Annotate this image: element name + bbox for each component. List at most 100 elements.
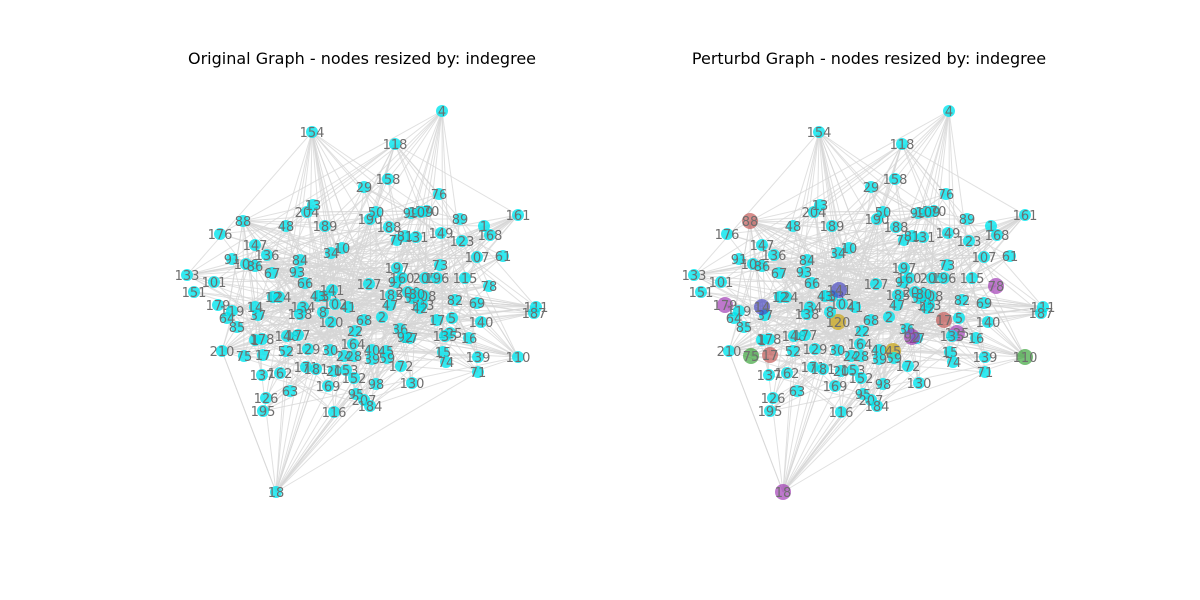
node-label: 59 <box>886 352 903 367</box>
node-label: 140 <box>469 316 494 331</box>
graph-node <box>325 247 337 259</box>
graph-node <box>831 282 847 298</box>
graph-node <box>399 230 411 242</box>
graph-node <box>892 289 904 301</box>
graph-node <box>906 230 918 242</box>
graph-edge <box>394 143 519 216</box>
node-label: 89 <box>452 213 469 228</box>
node-label: 189 <box>820 220 845 235</box>
graph-node <box>898 262 910 274</box>
node-label: 34 <box>323 247 340 262</box>
graph-edge <box>242 220 245 357</box>
graph-edge <box>221 350 277 493</box>
node-label: 137 <box>250 369 275 384</box>
graph-node <box>830 314 846 330</box>
graph-node <box>856 325 868 337</box>
graph-node <box>961 213 973 225</box>
graph-node <box>756 239 768 251</box>
node-label: 181 <box>811 363 836 378</box>
node-label: 115 <box>960 272 985 287</box>
graph-node <box>472 366 484 378</box>
node-label: 133 <box>682 269 707 284</box>
node-label: 130 <box>400 377 425 392</box>
graph-node <box>256 369 268 381</box>
graph-node <box>257 349 269 361</box>
graph-edge <box>219 110 443 235</box>
graph-node <box>943 105 955 117</box>
node-label: 135 <box>940 330 965 345</box>
graph-node <box>807 361 819 373</box>
graph-node <box>328 406 340 418</box>
graph-node <box>292 329 304 341</box>
graph-edge <box>419 307 535 314</box>
graph-node <box>813 126 825 138</box>
graph-node <box>845 350 857 362</box>
graph-node <box>814 199 826 211</box>
node-label: 48 <box>785 220 802 235</box>
graph-edge <box>818 131 856 308</box>
node-label: 67 <box>264 267 281 282</box>
node-label: 196 <box>425 272 450 287</box>
node-label: 80 <box>916 288 933 303</box>
graph-edge <box>693 274 1026 358</box>
graph-node <box>267 291 279 303</box>
graph-node <box>747 258 759 270</box>
graph-edge <box>749 220 752 357</box>
node-label: 14 <box>247 301 264 316</box>
graph-node <box>855 372 867 384</box>
graph-edge <box>261 374 371 407</box>
graph-node <box>437 346 449 358</box>
node-label: 188 <box>377 221 402 236</box>
graph-edge <box>394 143 456 301</box>
graph-edge <box>782 277 945 493</box>
node-label: 73 <box>939 259 956 274</box>
node-label: 164 <box>341 338 366 353</box>
graph-node <box>431 272 443 284</box>
graph-node <box>284 385 296 397</box>
node-label: 147 <box>750 239 775 254</box>
graph-node <box>801 254 813 266</box>
node-label: 176 <box>208 228 233 243</box>
graph-node <box>742 213 758 229</box>
node-label: 81 <box>904 230 921 245</box>
node-label: 71 <box>977 366 994 381</box>
node-label: 168 <box>985 229 1010 244</box>
graph-edge <box>848 247 920 299</box>
node-label: 147 <box>243 239 268 254</box>
graph-node <box>768 249 780 261</box>
graph-node <box>434 259 446 271</box>
graph-node <box>302 343 314 355</box>
node-label: 185 <box>379 289 404 304</box>
graph-node <box>231 321 243 333</box>
node-label: 177 <box>286 329 311 344</box>
node-label: 82 <box>447 294 464 309</box>
graph-node <box>715 276 727 288</box>
graph-node <box>756 260 768 272</box>
graph-node <box>260 392 272 404</box>
graph-edge <box>333 382 413 413</box>
graph-node <box>342 301 354 313</box>
graph-edge <box>693 239 905 276</box>
node-label: 39 <box>364 353 381 368</box>
graph-node <box>399 331 411 343</box>
node-label: 101 <box>202 276 227 291</box>
node-label: 127 <box>864 278 889 293</box>
node-label: 129 <box>296 343 321 358</box>
graph-edge <box>848 214 1026 249</box>
graph-edge <box>331 289 537 308</box>
node-label: 66 <box>297 277 314 292</box>
node-label: 149 <box>936 227 961 242</box>
graph-node <box>384 299 396 311</box>
graph-edge <box>341 214 519 249</box>
graph-edge <box>275 303 336 493</box>
graph-node <box>294 254 306 266</box>
graph-node <box>396 272 408 284</box>
node-label: 74 <box>945 356 962 371</box>
graph-node <box>395 360 407 372</box>
graph-edge <box>231 258 263 376</box>
graph-node <box>459 272 471 284</box>
node-label: 135 <box>433 330 458 345</box>
graph-node <box>781 367 793 379</box>
node-label: 2 <box>378 311 386 326</box>
